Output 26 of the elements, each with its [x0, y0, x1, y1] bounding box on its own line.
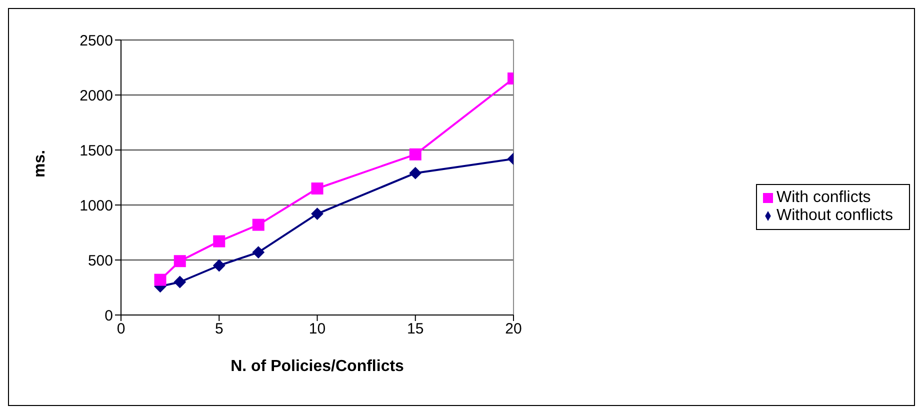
x-tick-label: 0: [116, 320, 126, 338]
point: [252, 246, 264, 258]
y-tick-label: 500: [88, 252, 113, 270]
point: [311, 208, 324, 220]
y-axis-title: ms.: [32, 150, 49, 178]
point: [154, 274, 166, 286]
y-tick-label: 1500: [80, 142, 113, 160]
point: [174, 255, 186, 268]
point: [409, 148, 422, 160]
x-tick-label: 5: [214, 320, 224, 338]
y-tick-label: 2500: [80, 32, 113, 50]
point: [174, 276, 186, 288]
legend-label: Without conflicts: [776, 207, 893, 224]
x-tick-label: 20: [505, 320, 522, 338]
point: [311, 182, 324, 194]
y-tick-label: 1000: [80, 197, 113, 214]
x-tick-label: 10: [308, 320, 326, 338]
x-axis-title: N. of Policies/Conflicts: [230, 358, 404, 375]
point: [252, 218, 264, 231]
point: [213, 235, 226, 248]
y-tick-label: 0: [104, 307, 113, 324]
x-tick-label: 15: [407, 320, 424, 338]
legend-label: With conflicts: [776, 189, 871, 206]
point: [213, 260, 226, 272]
point: [409, 167, 422, 180]
y-tick-label: 2000: [80, 87, 113, 104]
